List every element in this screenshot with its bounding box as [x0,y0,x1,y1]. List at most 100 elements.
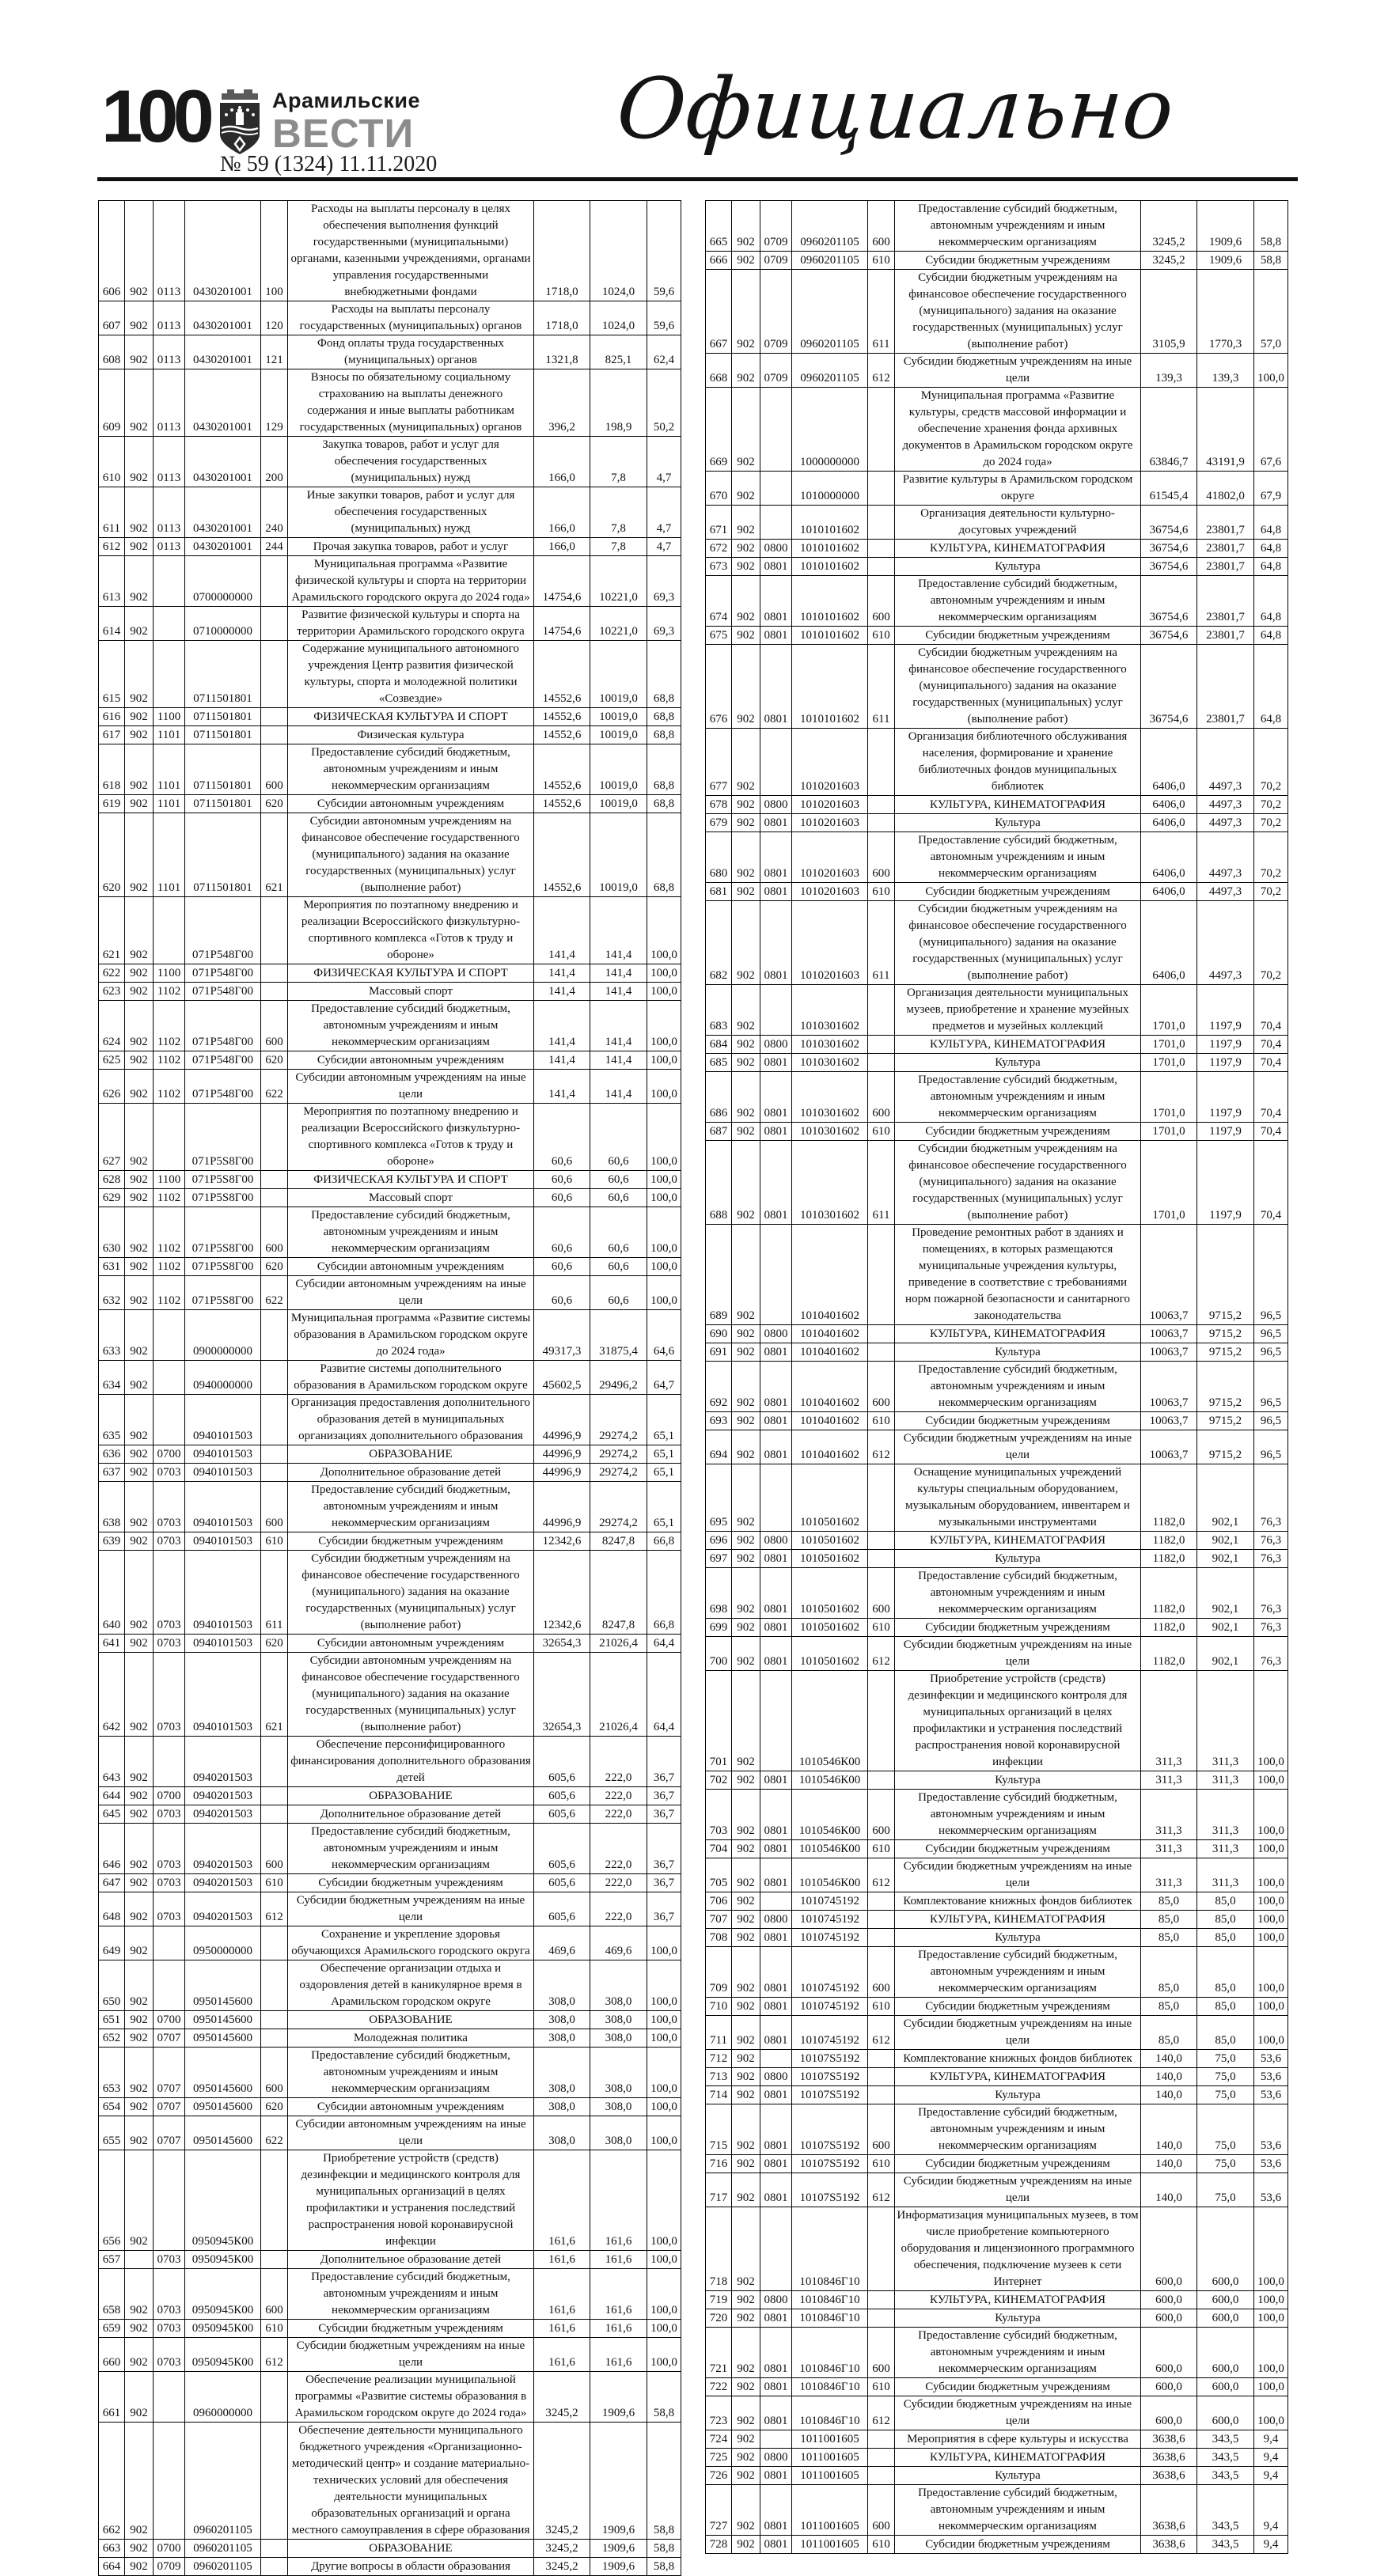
cell-code_section [760,1464,792,1532]
cell-code_target: 1010301602 [791,1071,868,1123]
cell-executed: 902,1 [1196,1618,1254,1637]
cell-code_target: 071Р548Г00 [184,964,261,983]
cell-line_no: 719 [705,2290,732,2309]
table-row: 607 902 0113 0430201001 120 Расходы на выплат… [98,301,681,335]
cell-code_section: 0801 [760,1140,792,1225]
cell-code_section [153,1103,185,1171]
cell-line_no: 670 [705,471,732,506]
cell-percent: 100,0 [1253,1946,1288,1998]
cell-line_no: 649 [98,1926,125,1960]
cell-code_target: 0950945К00 [184,2150,261,2251]
cell-executed: 21026,4 [590,1652,647,1737]
cell-executed: 10019,0 [590,725,647,744]
cell-name: Массовый спорт [287,982,534,1001]
cell-line_no: 639 [98,1532,125,1551]
cell-line_no: 708 [705,1928,732,1947]
cell-code_grbs: 902 [731,2290,760,2309]
cell-name: Муниципальная программа «Развитие систем… [287,1309,534,1361]
table-row: 682 902 0801 1010201603 611 Субсидии бюджетны… [705,900,1288,985]
table-row: 653 902 0707 0950145600 600 Предоставление су… [98,2047,681,2098]
cell-approved: 85,0 [1140,1910,1197,1929]
table-row: 719 902 0800 1010846Г10 КУЛЬТУРА, КИНЕМАТОГР… [705,2290,1288,2309]
cell-code_type: 610 [260,2319,288,2338]
cell-code_grbs: 902 [731,1531,760,1550]
cell-executed: 75,0 [1196,2154,1254,2173]
cell-executed: 60,6 [590,1103,647,1171]
cell-line_no: 686 [705,1071,732,1123]
cell-approved: 14552,6 [533,794,590,813]
cell-percent: 4,7 [647,487,681,538]
table-row: 673 902 0801 1010101602 Культура 36754,6 23801… [705,557,1288,576]
cell-code_section [153,2422,185,2540]
cell-code_target: 1011001605 [791,2535,868,2554]
cell-percent: 64,7 [647,1360,681,1395]
cell-name: Комплектование книжных фондов библиотек [894,2049,1141,2068]
cell-line_no: 698 [705,1567,732,1619]
cell-code_section: 0801 [760,1771,792,1790]
table-row: 674 902 0801 1010101602 600 Предоставление су… [705,575,1288,627]
table-row: 686 902 0801 1010301602 600 Предоставление су… [705,1071,1288,1123]
cell-code_type: 612 [867,1858,895,1892]
table-row: 713 902 0800 10107S5192 КУЛЬТУРА, КИНЕМАТОГР… [705,2067,1288,2086]
cell-code_grbs: 902 [731,644,760,729]
cell-code_target: 1010546К00 [791,1670,868,1771]
cell-name: Предоставление субсидий бюджетным, автон… [894,832,1141,883]
cell-code_target: 0940101503 [184,1445,261,1464]
cell-code_grbs: 902 [731,557,760,576]
cell-code_grbs: 902 [124,1481,154,1532]
cell-percent: 100,0 [647,1960,681,2011]
cell-executed: 29496,2 [590,1360,647,1395]
table-row: 679 902 0801 1010201603 Культура 6406,0 4497,3… [705,813,1288,832]
cell-code_type [867,1928,895,1947]
cell-line_no: 610 [98,436,125,487]
cell-line_no: 629 [98,1188,125,1207]
cell-line_no: 728 [705,2535,732,2554]
cell-code_section: 0801 [760,882,792,901]
cell-code_section: 0801 [760,1430,792,1464]
cell-percent: 59,6 [647,301,681,335]
cell-code_section: 0703 [153,1873,185,1892]
cell-approved: 600,0 [1140,2309,1197,2328]
cell-executed: 308,0 [590,2029,647,2048]
table-row: 701 902 1010546К00 Приобретение устройств (… [705,1670,1288,1771]
cell-percent: 53,6 [1253,2154,1288,2173]
cell-code_section: 0113 [153,537,185,556]
cell-code_type: 612 [260,2337,288,2372]
cell-code_section: 1101 [153,725,185,744]
cell-name: Субсидии бюджетным учреждениям [894,2154,1141,2173]
cell-name: Культура [894,2466,1141,2485]
cell-code_target: 071Р548Г00 [184,896,261,964]
cell-code_type [867,2448,895,2467]
table-row: 626 902 1102 071Р548Г00 622 Субсидии автономн… [98,1069,681,1104]
cell-approved: 1718,0 [533,301,590,335]
cell-code_target: 071Р5S8Г00 [184,1170,261,1189]
cell-name: Субсидии бюджетным учреждениям [894,1122,1141,1141]
cell-code_type: 611 [867,644,895,729]
cell-code_target: 1010846Г10 [791,2290,868,2309]
table-row: 711 902 0801 1010745192 612 Субсидии бюджетны… [705,2015,1288,2050]
cell-code_grbs: 902 [124,301,154,335]
cell-code_section: 0801 [760,1858,792,1892]
cell-code_grbs: 902 [731,251,760,270]
cell-code_grbs: 902 [124,1532,154,1551]
cell-code_grbs: 902 [124,794,154,813]
cell-line_no: 673 [705,557,732,576]
cell-executed: 31875,4 [590,1309,647,1361]
cell-approved: 14754,6 [533,555,590,607]
cell-code_target: 071Р5S8Г00 [184,1207,261,1258]
cell-code_section [153,640,185,708]
cell-percent: 70,2 [1253,813,1288,832]
cell-code_grbs: 902 [124,725,154,744]
cell-code_grbs: 902 [731,2448,760,2467]
cell-percent: 70,4 [1253,1071,1288,1123]
cell-approved: 311,3 [1140,1771,1197,1790]
cell-executed: 60,6 [590,1257,647,1276]
cell-code_grbs: 902 [731,1670,760,1771]
cell-percent: 100,0 [1253,2327,1288,2378]
cell-code_grbs: 902 [731,2015,760,2050]
cell-name: Физическая культура [287,725,534,744]
cell-approved: 161,6 [533,2150,590,2251]
cell-line_no: 704 [705,1839,732,1858]
cell-percent: 100,0 [647,1000,681,1051]
cell-approved: 605,6 [533,1873,590,1892]
